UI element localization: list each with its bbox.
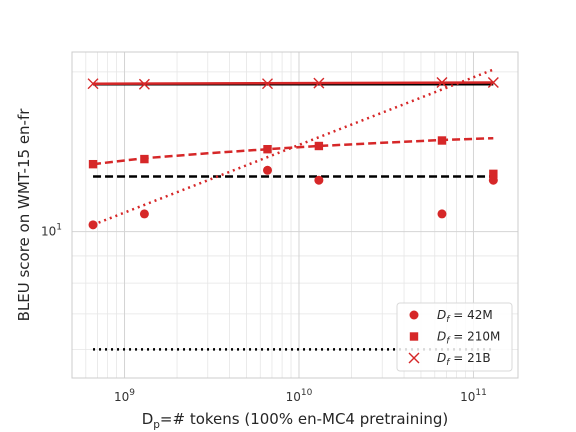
fit-lines <box>92 68 494 226</box>
x-tick-label: 109 <box>114 388 135 404</box>
y-axis-label: BLEU score on WMT-15 en-fr <box>15 108 33 322</box>
x-axis-label: Dp=# tokens (100% en-MC4 pretraining) <box>142 410 449 431</box>
legend: Df = 42M Df = 210M Df = 21B <box>396 302 513 372</box>
data-point <box>88 159 98 169</box>
data-point <box>87 78 99 90</box>
data-point <box>437 136 447 145</box>
data-point <box>138 78 150 90</box>
data-point <box>263 165 273 175</box>
y-tick-labels: 101 <box>41 223 62 239</box>
data-point <box>314 141 324 151</box>
major-grid <box>72 52 518 378</box>
data-point <box>314 175 324 185</box>
fit-line <box>92 81 494 85</box>
data-point <box>88 220 98 230</box>
legend-marker <box>409 332 419 341</box>
legend-entry: Df = 21B <box>408 351 491 368</box>
data-points <box>87 76 499 230</box>
data-point <box>140 154 149 164</box>
data-point <box>487 76 499 88</box>
legend-entry: Df = 42M <box>409 308 493 325</box>
legend-label: Df = 21B <box>437 351 491 368</box>
y-tick-label: 101 <box>41 223 62 239</box>
x-tick-labels: 109 1010 1011 <box>114 388 487 404</box>
x-tick-label: 1011 <box>460 388 487 404</box>
data-point <box>263 144 272 154</box>
data-point <box>436 76 448 88</box>
data-point <box>437 209 447 219</box>
data-point <box>262 78 274 90</box>
data-point <box>313 77 325 89</box>
legend-entry: Df = 210M <box>409 330 500 347</box>
legend-marker <box>409 310 419 320</box>
plot-frame <box>71 51 519 379</box>
x-tick-label: 1010 <box>286 388 313 404</box>
data-point <box>489 169 498 179</box>
legend-label: Df = 42M <box>437 308 493 325</box>
fit-line <box>92 136 494 166</box>
legend-label: Df = 210M <box>437 330 500 347</box>
data-point <box>139 209 149 219</box>
legend-box <box>396 302 513 372</box>
legend-marker <box>408 352 420 364</box>
